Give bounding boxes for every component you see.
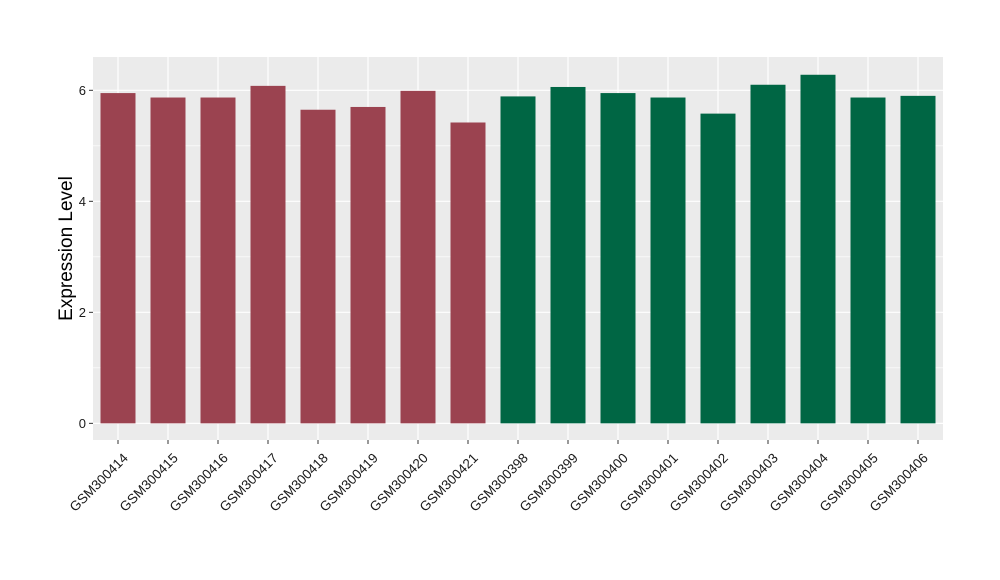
y-tick-label: 0: [79, 416, 86, 431]
y-tick-label: 2: [79, 305, 86, 320]
bar: [700, 113, 736, 424]
x-axis: GSM300414GSM300415GSM300416GSM300417GSM3…: [67, 440, 931, 515]
y-tick-label: 4: [79, 194, 86, 209]
bar: [300, 109, 336, 424]
bar: [450, 122, 486, 424]
bar: [350, 106, 386, 424]
bar: [250, 85, 286, 424]
bar: [650, 97, 686, 424]
bar: [200, 97, 236, 424]
bar: [750, 84, 786, 424]
bar: [400, 90, 436, 424]
bar: [600, 93, 636, 424]
y-tick-label: 6: [79, 83, 86, 98]
bar: [800, 74, 836, 424]
bar: [850, 97, 886, 424]
y-axis-title: Expression Level: [56, 176, 77, 321]
bars: [100, 74, 936, 424]
y-axis: 0 2 4 6: [79, 83, 93, 431]
bar: [100, 93, 136, 424]
bar: [550, 86, 586, 424]
bar: [900, 95, 936, 424]
bar: [150, 97, 186, 424]
bar: [500, 96, 536, 424]
